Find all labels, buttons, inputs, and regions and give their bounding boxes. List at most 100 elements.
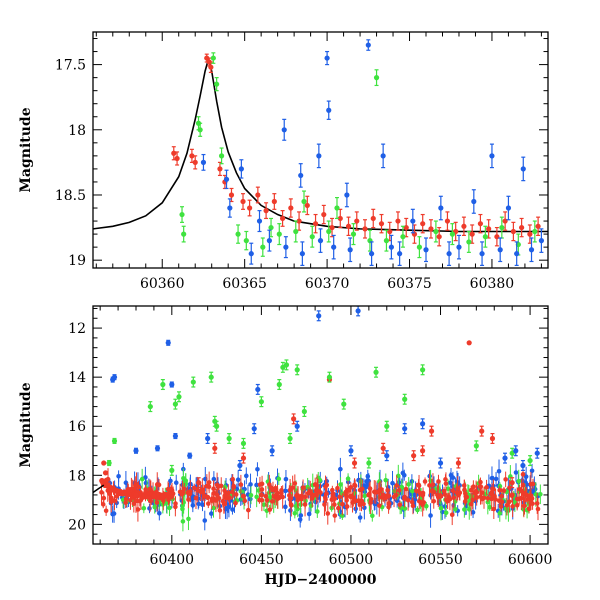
data-point <box>509 492 515 498</box>
band-point <box>152 504 158 510</box>
data-point <box>420 492 426 498</box>
band-point <box>332 513 338 518</box>
band-point <box>468 501 474 507</box>
band-point <box>352 482 357 488</box>
bottom-panel: 60400 60450 60500 60550 60600 12 14 16 18 20 Magni… <box>18 305 553 588</box>
band-point <box>420 502 425 507</box>
band-point <box>243 473 249 479</box>
data-point <box>208 64 214 70</box>
data-point <box>489 435 496 442</box>
data-point <box>192 159 198 165</box>
band-point <box>513 470 519 475</box>
data-point <box>228 192 235 198</box>
band-point <box>368 500 373 505</box>
data-point <box>279 215 286 222</box>
band-point <box>111 511 117 516</box>
band-point <box>528 481 534 487</box>
data-point <box>283 244 289 250</box>
band-point <box>410 488 415 494</box>
band-point <box>344 504 350 509</box>
data-point <box>260 244 266 250</box>
band-point <box>257 497 262 503</box>
data-point <box>251 426 257 432</box>
data-point <box>373 369 379 375</box>
band-point <box>405 497 411 503</box>
data-point <box>479 251 485 257</box>
data-point <box>416 244 423 250</box>
band-point <box>504 503 510 508</box>
data-point <box>269 448 275 454</box>
data-point <box>436 234 442 240</box>
band-point <box>487 504 493 510</box>
data-point <box>210 55 216 61</box>
band-point <box>235 477 241 483</box>
x-tick-label: 60600 <box>508 552 553 568</box>
top-panel: 60360 60365 60370 60375 60380 17.5 18 18.5 19 Mag… <box>18 31 549 292</box>
band-point <box>497 510 503 516</box>
x-tick-label: 60375 <box>387 276 432 292</box>
data-point <box>179 211 185 218</box>
plot-frame <box>92 305 549 545</box>
band-point <box>298 513 304 518</box>
data-point <box>312 221 319 227</box>
data-point <box>502 455 508 461</box>
data-point <box>301 408 307 415</box>
data-point <box>520 166 526 172</box>
band-point <box>330 487 335 493</box>
data-point <box>341 401 347 407</box>
band-point <box>231 485 236 490</box>
y-tick-label: 18.5 <box>55 188 86 204</box>
band-point <box>485 499 491 505</box>
y-tick-label: 20 <box>68 517 86 533</box>
band-point <box>340 501 345 507</box>
band-point <box>431 498 437 504</box>
data-point <box>223 176 230 182</box>
band-point <box>314 483 320 488</box>
band-point <box>257 482 263 487</box>
band-point <box>167 505 172 511</box>
band-point <box>390 480 395 486</box>
data-point <box>187 491 193 497</box>
data-point <box>433 228 439 235</box>
data-point <box>344 192 350 198</box>
data-point <box>268 224 274 231</box>
band-point <box>221 501 227 507</box>
band-point <box>427 483 432 488</box>
data-point <box>486 226 492 232</box>
band-point <box>338 482 343 487</box>
data-point <box>189 153 195 159</box>
band-point <box>344 494 349 500</box>
x-tick-label: 60450 <box>239 552 284 568</box>
band-point <box>147 498 153 504</box>
data-point <box>505 205 512 211</box>
band-point <box>397 502 403 508</box>
band-point <box>261 502 267 508</box>
data-point <box>369 251 375 257</box>
band-point <box>514 496 520 502</box>
data-point <box>205 494 211 500</box>
data-point <box>187 453 193 459</box>
band-point <box>443 481 449 486</box>
band-point <box>479 490 485 495</box>
data-point <box>514 251 520 257</box>
data-point <box>489 153 495 159</box>
data-point <box>395 218 401 224</box>
data-point <box>471 198 477 205</box>
x-tick-label: 60500 <box>329 552 374 568</box>
data-point <box>222 492 229 498</box>
band-point <box>365 474 371 479</box>
data-point <box>347 247 353 253</box>
data-point <box>438 205 444 211</box>
data-point <box>240 440 247 447</box>
band-point <box>116 473 121 479</box>
data-point <box>226 435 232 442</box>
data-point <box>181 231 187 237</box>
band-point <box>100 502 106 507</box>
band-point <box>386 501 392 506</box>
data-point <box>334 205 340 211</box>
data-point <box>160 381 166 388</box>
band-point <box>305 484 310 490</box>
data-point <box>461 223 467 229</box>
band-point <box>416 498 422 504</box>
band-point <box>396 487 402 493</box>
